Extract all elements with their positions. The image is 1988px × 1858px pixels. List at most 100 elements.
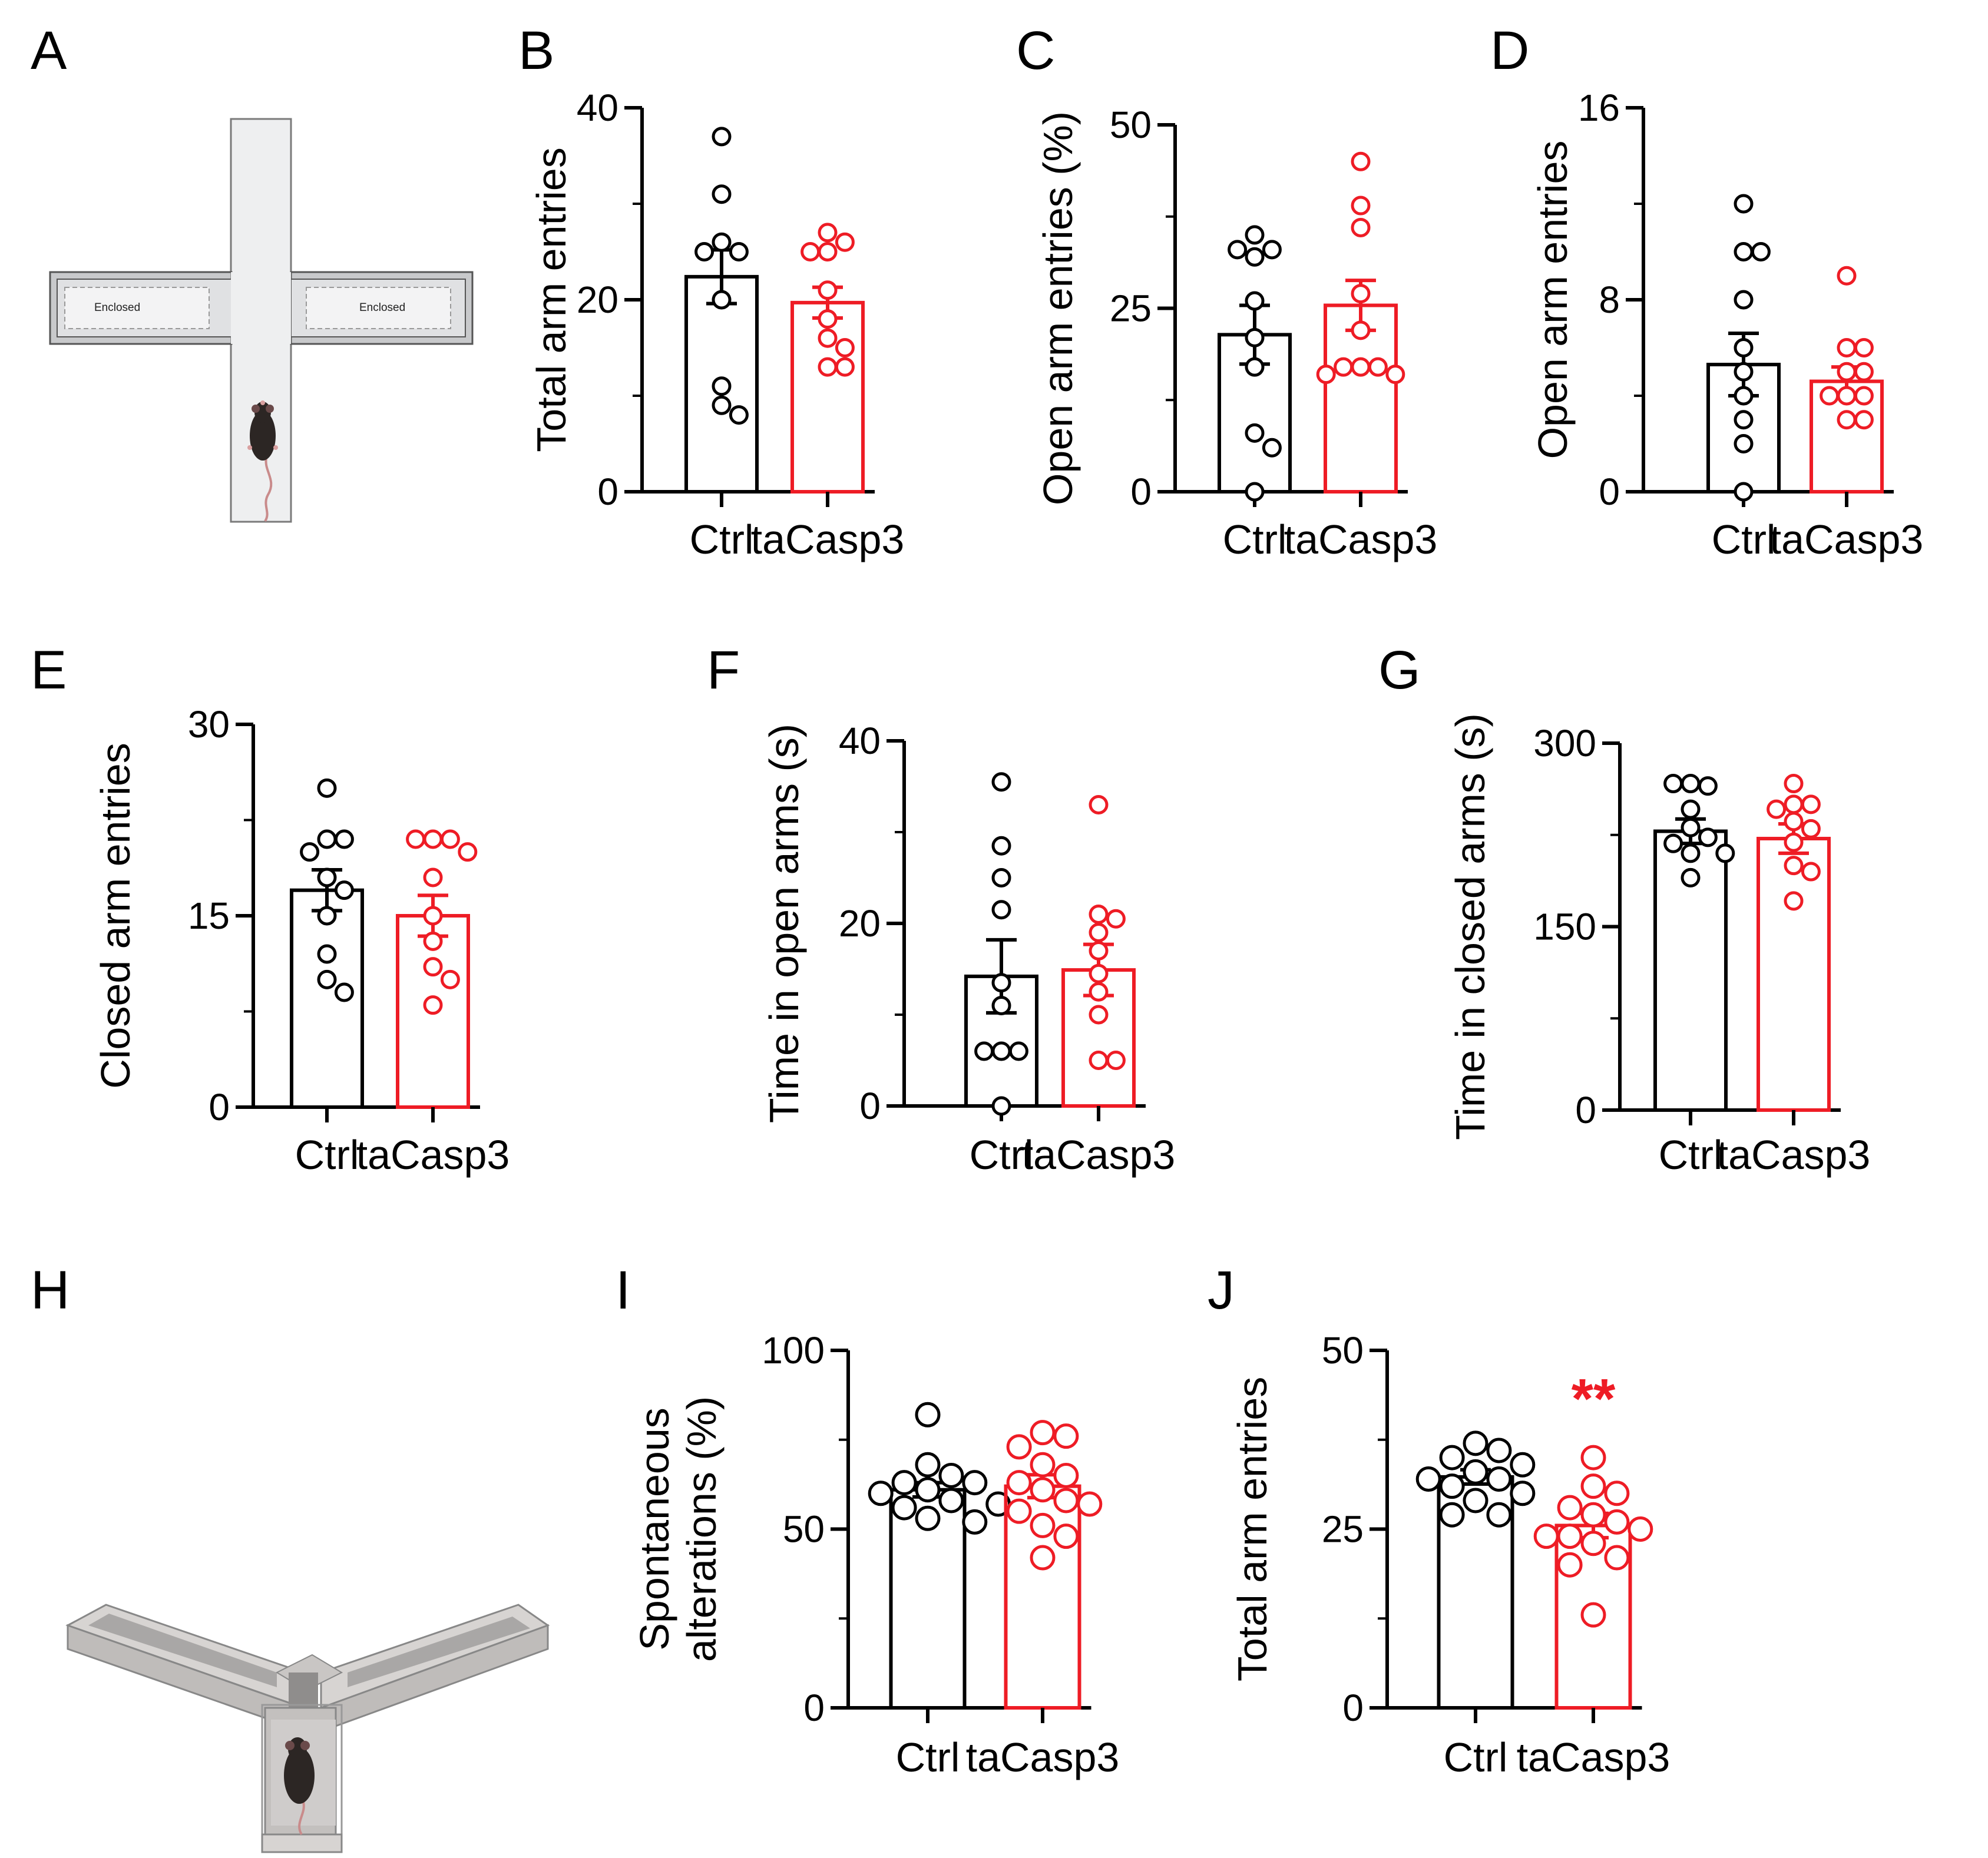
chart-c-point-tacasp3	[1351, 151, 1371, 171]
chart-d-point-tacasp3	[1837, 410, 1857, 430]
chart-j-point-ctrl	[1510, 1452, 1536, 1478]
chart-e-point-tacasp3	[440, 829, 460, 849]
chart-e-ytick-label: 0	[209, 1086, 230, 1128]
chart-i-ytick-label: 100	[762, 1329, 825, 1372]
chart-f-point-tacasp3	[1089, 982, 1109, 1002]
chart-c-ytick-label: 0	[1130, 471, 1152, 513]
chart-d-point-ctrl	[1734, 290, 1754, 310]
chart-j-point-tacasp3	[1604, 1545, 1630, 1571]
chart-c-point-tacasp3	[1351, 217, 1371, 237]
panel-letter-a: A	[31, 21, 67, 81]
chart-g-point-ctrl	[1681, 843, 1701, 863]
chart-d-point-tacasp3	[1837, 362, 1857, 382]
chart-e-point-ctrl	[317, 829, 337, 849]
chart-d-point-ctrl	[1734, 434, 1754, 453]
panel-letter-j: J	[1208, 1260, 1235, 1320]
chart-i-ylabel-line1: Spontaneous	[631, 1407, 677, 1651]
chart-g-point-tacasp3	[1801, 862, 1821, 882]
plus-maze-schematic: Enclosed Enclosed	[0, 0, 530, 589]
chart-f-point-ctrl	[991, 836, 1011, 856]
chart-f-point-tacasp3	[1089, 795, 1109, 814]
chart-j-xlabel-tacasp3: taCasp3	[1517, 1734, 1671, 1780]
panel-letter-g: G	[1378, 640, 1421, 700]
chart-i-point-tacasp3	[1053, 1488, 1079, 1513]
chart-f-point-ctrl	[991, 900, 1011, 920]
chart-j-point-ctrl	[1486, 1466, 1512, 1492]
chart-f-xlabel-tacasp3: taCasp3	[1022, 1132, 1176, 1178]
chart-d-point-ctrl	[1734, 242, 1754, 261]
chart-b-point-ctrl	[729, 242, 749, 261]
chart-i-point-tacasp3	[1053, 1423, 1079, 1449]
chart-i-point-tacasp3	[1030, 1512, 1056, 1538]
chart-e-point-ctrl	[334, 829, 354, 849]
mouse-icon-y	[284, 1737, 315, 1836]
chart-g-point-tacasp3	[1784, 794, 1804, 814]
chart-b-point-tacasp3	[835, 357, 855, 377]
chart-b-point-ctrl	[712, 395, 732, 415]
chart-d-point-tacasp3	[1854, 362, 1874, 382]
chart-g-point-tacasp3	[1801, 819, 1821, 839]
chart-b-ytick-label: 40	[577, 87, 618, 129]
chart-d-point-ctrl	[1751, 242, 1771, 261]
chart-c-point-ctrl	[1262, 240, 1282, 260]
chart-j-point-ctrl	[1510, 1481, 1536, 1506]
chart-i-ytick-label: 0	[803, 1687, 825, 1729]
chart-e-point-ctrl	[317, 867, 337, 887]
chart-b-point-ctrl	[694, 242, 715, 261]
chart-d-point-tacasp3	[1820, 386, 1840, 406]
chart-c-point-ctrl	[1245, 357, 1265, 377]
chart-c-point-tacasp3	[1351, 284, 1371, 304]
chart-j-point-tacasp3	[1557, 1552, 1583, 1578]
enclosed-label-left: Enclosed	[94, 302, 140, 314]
chart-b-point-ctrl	[712, 290, 732, 310]
chart-d-point-ctrl	[1734, 194, 1754, 214]
chart-i-point-tacasp3	[1030, 1420, 1056, 1446]
chart-e-point-ctrl	[334, 880, 354, 900]
chart-d-point-tacasp3	[1837, 338, 1857, 357]
panel-letter-i: I	[616, 1260, 631, 1320]
chart-j-ytick-label: 0	[1342, 1687, 1364, 1729]
chart-f-ytick-label: 20	[839, 902, 881, 945]
chart-c-point-tacasp3	[1385, 365, 1405, 385]
chart-j-point-tacasp3	[1580, 1445, 1606, 1470]
chart-i-point-ctrl	[938, 1462, 964, 1488]
chart-j-ytick-label: 50	[1322, 1329, 1364, 1372]
chart-i-ytick-label: 50	[783, 1508, 825, 1551]
chart-j-point-tacasp3	[1580, 1531, 1606, 1556]
chart-c-ytick-label: 25	[1110, 287, 1152, 330]
chart-f-point-ctrl	[991, 1096, 1011, 1116]
chart-f-point-ctrl	[1008, 1041, 1028, 1061]
panel-letter-e: E	[31, 640, 67, 700]
chart-f-xlabel-ctrl: Ctrl	[970, 1132, 1034, 1178]
chart-g-point-ctrl	[1681, 799, 1701, 819]
chart-b-ylabel: Total arm entries	[528, 147, 574, 452]
chart-d-xlabel-ctrl: Ctrl	[1712, 516, 1776, 562]
chart-d-ylabel: Open arm entries	[1530, 141, 1576, 459]
chart-i-point-ctrl	[891, 1495, 917, 1521]
chart-d-point-tacasp3	[1854, 410, 1874, 430]
chart-f-point-ctrl	[991, 868, 1011, 887]
chart-c-point-tacasp3	[1351, 357, 1371, 377]
chart-b-xlabel-ctrl: Ctrl	[690, 516, 754, 562]
chart-c-xlabel-tacasp3: taCasp3	[1284, 516, 1438, 562]
chart-i-point-tacasp3	[1006, 1498, 1032, 1524]
chart-g-point-ctrl	[1663, 833, 1683, 853]
chart-f-point-ctrl	[991, 772, 1011, 792]
y-maze-schematic	[0, 1296, 589, 1855]
chart-i-point-ctrl	[915, 1477, 941, 1503]
chart-g-ytick-label: 0	[1575, 1089, 1596, 1131]
chart-i-point-ctrl	[962, 1509, 988, 1535]
chart-c-point-ctrl	[1245, 482, 1265, 502]
chart-i-point-ctrl	[891, 1470, 917, 1496]
chart-e-point-ctrl	[317, 778, 337, 798]
chart-f-point-ctrl	[974, 1041, 994, 1061]
chart-e-ytick-label: 15	[188, 895, 230, 937]
chart-b-point-tacasp3	[801, 242, 821, 261]
chart-j-point-tacasp3	[1580, 1602, 1606, 1628]
mouse-icon	[247, 400, 278, 522]
chart-g-point-ctrl	[1698, 776, 1718, 796]
chart-d-point-ctrl	[1734, 338, 1754, 357]
chart-e-ytick-label: 30	[188, 703, 230, 746]
chart-b-point-tacasp3	[818, 280, 838, 300]
